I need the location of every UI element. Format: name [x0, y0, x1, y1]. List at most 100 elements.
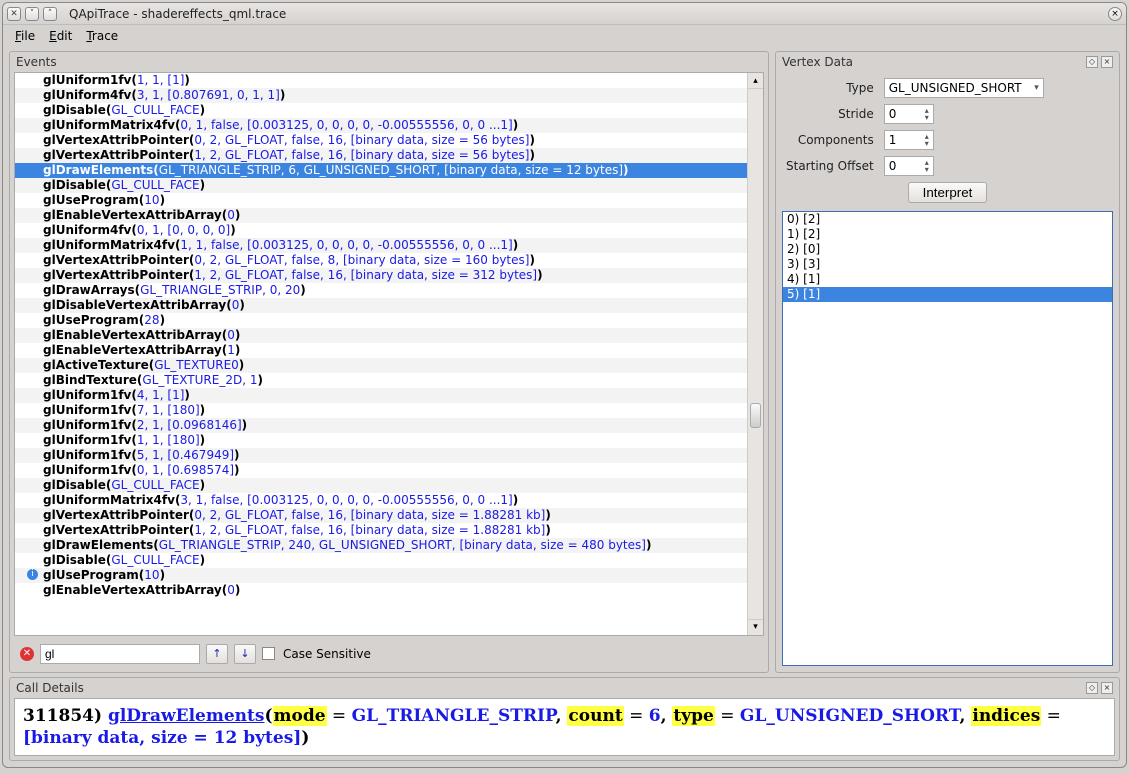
event-row[interactable]: glEnableVertexAttribArray(1): [15, 343, 747, 358]
interpret-button[interactable]: Interpret: [908, 182, 988, 203]
type-label: Type: [846, 81, 874, 95]
call-details-body: 311854) glDrawElements(mode = GL_TRIANGL…: [14, 698, 1115, 756]
events-panel-title: Events: [10, 52, 768, 72]
app-window: ✕ ˅ ˄ QApiTrace - shadereffects_qml.trac…: [2, 2, 1127, 768]
case-sensitive-checkbox[interactable]: [262, 647, 275, 660]
components-value: 1: [889, 133, 897, 147]
menu-edit[interactable]: Edit: [43, 27, 78, 45]
components-stepper[interactable]: 1 ▴▾: [884, 130, 934, 150]
event-row[interactable]: glUniform1fv(2, 1, [0.0968146]): [15, 418, 747, 433]
titlebar[interactable]: ✕ ˅ ˄ QApiTrace - shadereffects_qml.trac…: [3, 3, 1126, 25]
event-row[interactable]: glDisableVertexAttribArray(0): [15, 298, 747, 313]
event-row[interactable]: glBindTexture(GL_TEXTURE_2D, 1): [15, 373, 747, 388]
event-row[interactable]: glVertexAttribPointer(0, 2, GL_FLOAT, fa…: [15, 253, 747, 268]
vertex-form: Type GL_UNSIGNED_SHORT ▾ Stride 0 ▴▾ Com…: [776, 72, 1119, 207]
stepper-icon: ▴▾: [925, 107, 929, 121]
window-menu-icon[interactable]: ✕: [7, 7, 21, 21]
chevron-down-icon: ▾: [1034, 83, 1039, 93]
vertex-close-icon[interactable]: ×: [1101, 56, 1113, 68]
search-prev-button[interactable]: ↑: [206, 644, 228, 664]
details-label: Call Details: [16, 681, 84, 695]
vertex-row[interactable]: 0) [2]: [783, 212, 1112, 227]
search-next-button[interactable]: ↓: [234, 644, 256, 664]
events-list-container: glUniform1fv(1, 1, [1])glUniform4fv(3, 1…: [14, 72, 764, 636]
vertex-list[interactable]: 0) [2]1) [2]2) [0]3) [3]4) [1]5) [1]: [783, 212, 1112, 302]
event-row[interactable]: glEnableVertexAttribArray(0): [15, 328, 747, 343]
event-row[interactable]: glUniform1fv(7, 1, [180]): [15, 403, 747, 418]
event-row[interactable]: iglUseProgram(10): [15, 568, 747, 583]
details-close-icon[interactable]: ×: [1101, 682, 1113, 694]
call-details-panel: Call Details ◇ × 311854) glDrawElements(…: [9, 677, 1120, 761]
type-select[interactable]: GL_UNSIGNED_SHORT ▾: [884, 78, 1044, 98]
workarea: Events glUniform1fv(1, 1, [1])glUniform4…: [3, 47, 1126, 767]
details-panel-title: Call Details ◇ ×: [10, 678, 1119, 698]
event-row[interactable]: glVertexAttribPointer(1, 2, GL_FLOAT, fa…: [15, 148, 747, 163]
event-row[interactable]: glDrawElements(GL_TRIANGLE_STRIP, 240, G…: [15, 538, 747, 553]
stepper-icon: ▴▾: [925, 159, 929, 173]
offset-label: Starting Offset: [786, 159, 874, 173]
event-row[interactable]: glDrawElements(GL_TRIANGLE_STRIP, 6, GL_…: [15, 163, 747, 178]
case-sensitive-label: Case Sensitive: [283, 647, 371, 661]
event-row[interactable]: glUniformMatrix4fv(3, 1, false, [0.00312…: [15, 493, 747, 508]
event-row[interactable]: glDisable(GL_CULL_FACE): [15, 478, 747, 493]
events-scrollbar[interactable]: ▴ ▾: [747, 73, 763, 635]
vertex-row[interactable]: 5) [1]: [783, 287, 1112, 302]
components-label: Components: [798, 133, 874, 147]
offset-stepper[interactable]: 0 ▴▾: [884, 156, 934, 176]
window-minimize-icon[interactable]: ˅: [25, 7, 39, 21]
events-label: Events: [16, 55, 57, 69]
event-row[interactable]: glVertexAttribPointer(1, 2, GL_FLOAT, fa…: [15, 268, 747, 283]
event-row[interactable]: glVertexAttribPointer(0, 2, GL_FLOAT, fa…: [15, 133, 747, 148]
event-row[interactable]: glUniform1fv(0, 1, [0.698574]): [15, 463, 747, 478]
event-row[interactable]: glDisable(GL_CULL_FACE): [15, 103, 747, 118]
scroll-up-icon[interactable]: ▴: [748, 73, 763, 89]
vertex-row[interactable]: 1) [2]: [783, 227, 1112, 242]
vertex-label: Vertex Data: [782, 55, 853, 69]
event-row[interactable]: glUseProgram(28): [15, 313, 747, 328]
scroll-thumb[interactable]: [750, 403, 761, 428]
vertex-data-panel: Vertex Data ◇ × Type GL_UNSIGNED_SHORT ▾…: [775, 51, 1120, 673]
menu-file[interactable]: File: [9, 27, 41, 45]
offset-value: 0: [889, 159, 897, 173]
event-row[interactable]: glUniformMatrix4fv(0, 1, false, [0.00312…: [15, 118, 747, 133]
stride-value: 0: [889, 107, 897, 121]
search-bar: ✕ ↑ ↓ Case Sensitive: [14, 640, 764, 668]
event-row[interactable]: glDisable(GL_CULL_FACE): [15, 553, 747, 568]
type-value: GL_UNSIGNED_SHORT: [889, 81, 1022, 95]
event-row[interactable]: glUniform1fv(1, 1, [1]): [15, 73, 747, 88]
event-row[interactable]: glUniform1fv(5, 1, [0.467949]): [15, 448, 747, 463]
vertex-row[interactable]: 4) [1]: [783, 272, 1112, 287]
event-row[interactable]: glDisable(GL_CULL_FACE): [15, 178, 747, 193]
vertex-row[interactable]: 3) [3]: [783, 257, 1112, 272]
event-row[interactable]: glVertexAttribPointer(0, 2, GL_FLOAT, fa…: [15, 508, 747, 523]
stride-label: Stride: [838, 107, 874, 121]
events-list[interactable]: glUniform1fv(1, 1, [1])glUniform4fv(3, 1…: [15, 73, 747, 635]
events-panel: Events glUniform1fv(1, 1, [1])glUniform4…: [9, 51, 769, 673]
stride-stepper[interactable]: 0 ▴▾: [884, 104, 934, 124]
event-row[interactable]: glUniform1fv(1, 1, [180]): [15, 433, 747, 448]
event-row[interactable]: glUniform1fv(4, 1, [1]): [15, 388, 747, 403]
event-row[interactable]: glUniform4fv(0, 1, [0, 0, 0, 0]): [15, 223, 747, 238]
vertex-panel-title: Vertex Data ◇ ×: [776, 52, 1119, 72]
event-row[interactable]: glDrawArrays(GL_TRIANGLE_STRIP, 0, 20): [15, 283, 747, 298]
vertex-undock-icon[interactable]: ◇: [1086, 56, 1098, 68]
scroll-down-icon[interactable]: ▾: [748, 619, 763, 635]
stepper-icon: ▴▾: [925, 133, 929, 147]
event-row[interactable]: glUseProgram(10): [15, 193, 747, 208]
event-row[interactable]: glEnableVertexAttribArray(0): [15, 208, 747, 223]
event-row[interactable]: glActiveTexture(GL_TEXTURE0): [15, 358, 747, 373]
info-icon: i: [27, 569, 38, 580]
vertex-row[interactable]: 2) [0]: [783, 242, 1112, 257]
search-input[interactable]: [40, 644, 200, 664]
search-close-icon[interactable]: ✕: [20, 647, 34, 661]
window-close-icon[interactable]: ×: [1108, 7, 1122, 21]
event-row[interactable]: glEnableVertexAttribArray(0): [15, 583, 747, 598]
event-row[interactable]: glVertexAttribPointer(1, 2, GL_FLOAT, fa…: [15, 523, 747, 538]
menubar: File Edit Trace: [3, 25, 1126, 47]
details-undock-icon[interactable]: ◇: [1086, 682, 1098, 694]
event-row[interactable]: glUniform4fv(3, 1, [0.807691, 0, 1, 1]): [15, 88, 747, 103]
vertex-list-container: 0) [2]1) [2]2) [0]3) [3]4) [1]5) [1]: [782, 211, 1113, 666]
menu-trace[interactable]: Trace: [80, 27, 124, 45]
event-row[interactable]: glUniformMatrix4fv(1, 1, false, [0.00312…: [15, 238, 747, 253]
window-maximize-icon[interactable]: ˄: [43, 7, 57, 21]
